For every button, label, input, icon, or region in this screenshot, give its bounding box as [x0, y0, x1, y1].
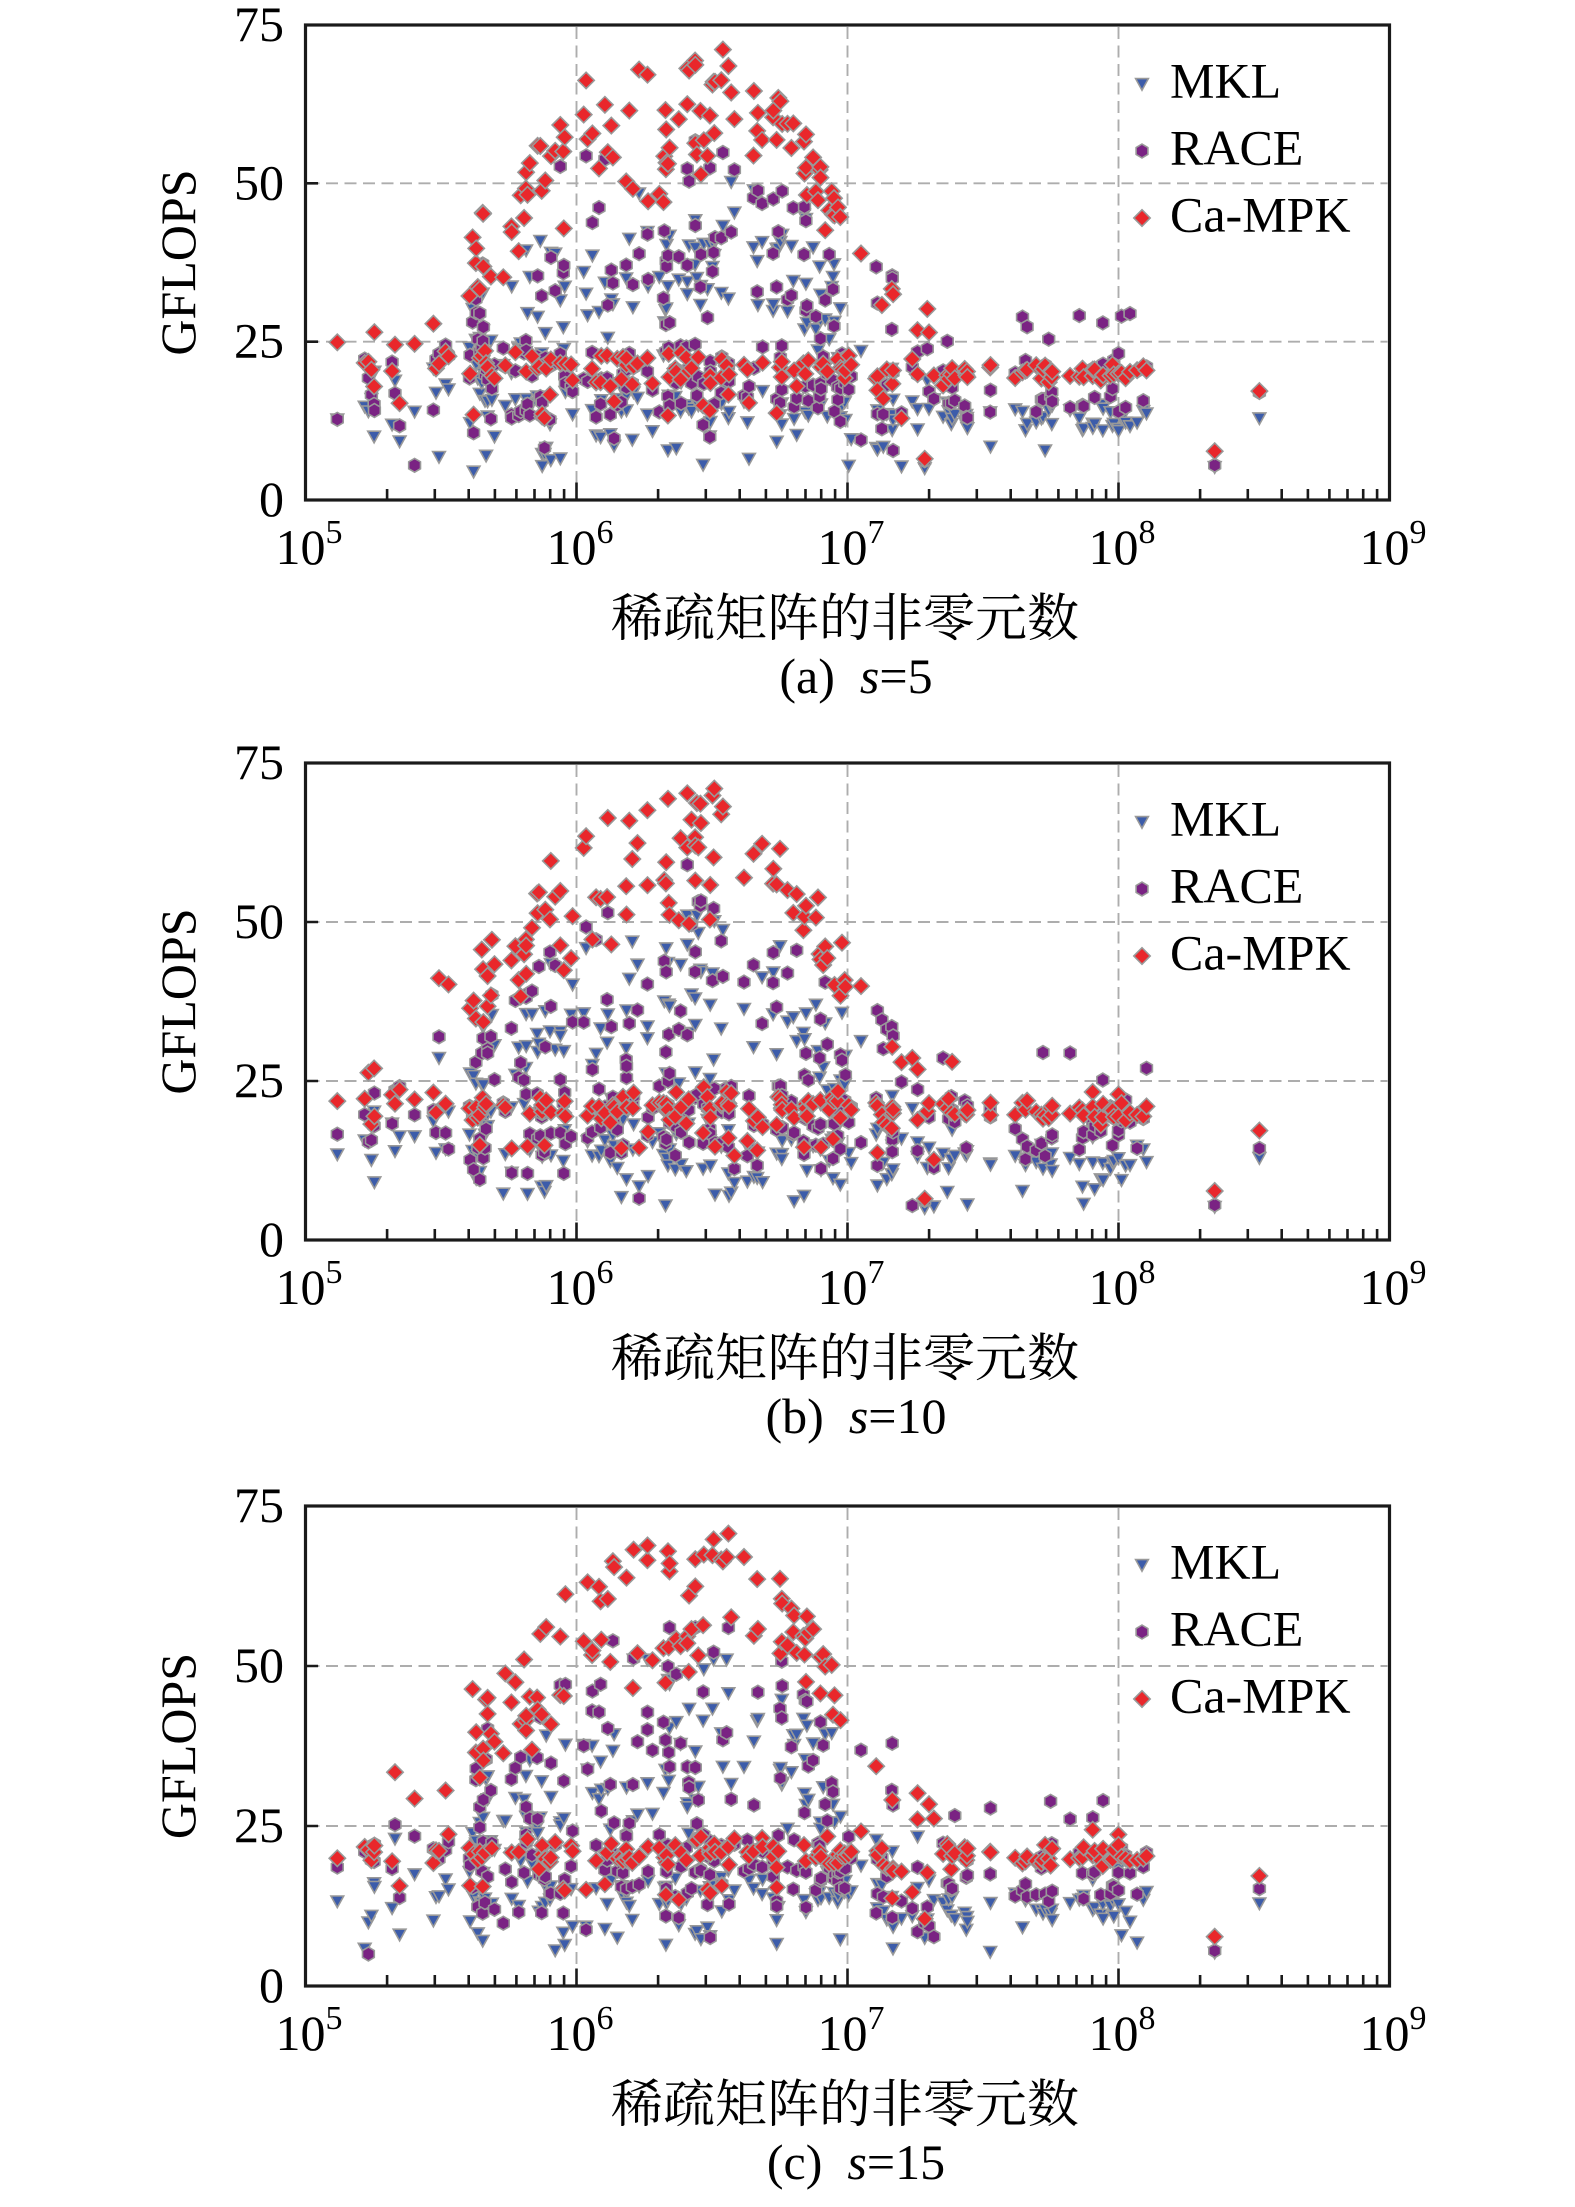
svg-text:Ca-MPK: Ca-MPK: [1170, 1668, 1351, 1724]
svg-text:0: 0: [259, 471, 284, 527]
svg-text:Ca-MPK: Ca-MPK: [1170, 925, 1351, 981]
svg-text:(c) s=15: (c) s=15: [767, 2134, 945, 2190]
svg-text:RACE: RACE: [1170, 120, 1303, 176]
svg-text:50: 50: [234, 154, 284, 210]
svg-text:75: 75: [234, 0, 284, 52]
svg-text:(b) s=10: (b) s=10: [766, 1388, 947, 1444]
svg-text:MKL: MKL: [1170, 1534, 1281, 1590]
svg-text:107: 107: [818, 1254, 885, 1315]
svg-text:RACE: RACE: [1170, 858, 1303, 914]
svg-text:Ca-MPK: Ca-MPK: [1170, 187, 1351, 243]
svg-text:0: 0: [259, 1211, 284, 1267]
svg-text:0: 0: [259, 1957, 284, 2013]
svg-text:75: 75: [234, 1477, 284, 1533]
svg-text:75: 75: [234, 734, 284, 790]
svg-text:MKL: MKL: [1170, 53, 1281, 109]
svg-text:25: 25: [234, 313, 284, 369]
svg-text:(a) s=5: (a) s=5: [779, 648, 932, 704]
svg-text:106: 106: [547, 1254, 614, 1315]
svg-text:25: 25: [234, 1797, 284, 1853]
svg-text:25: 25: [234, 1052, 284, 1108]
svg-text:MKL: MKL: [1170, 791, 1281, 847]
svg-text:50: 50: [234, 893, 284, 949]
svg-text:GFLOPS: GFLOPS: [150, 169, 206, 355]
svg-text:GFLOPS: GFLOPS: [150, 1653, 206, 1839]
svg-text:RACE: RACE: [1170, 1601, 1303, 1657]
svg-text:GFLOPS: GFLOPS: [150, 908, 206, 1094]
svg-text:50: 50: [234, 1637, 284, 1693]
